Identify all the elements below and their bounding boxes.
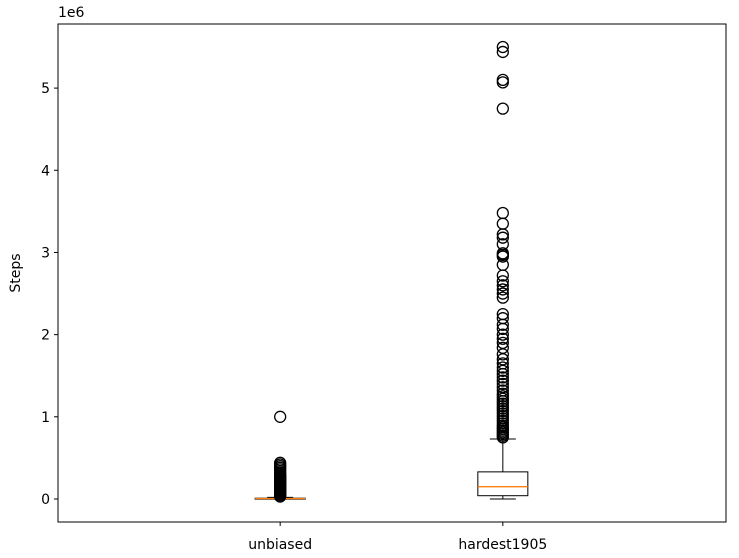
box-series <box>254 40 529 503</box>
flier-point <box>274 490 287 503</box>
flier-point <box>496 40 509 54</box>
flier-point <box>496 217 509 230</box>
flier-point <box>496 328 509 341</box>
box-iqr <box>477 471 529 497</box>
y-scale-label: 1e6 <box>58 5 85 21</box>
flier-point <box>496 279 509 292</box>
flier-point <box>496 228 509 241</box>
box-hardest1905 <box>477 40 529 500</box>
y-tick-label: 4 <box>41 163 50 179</box>
x-tick-label: hardest1905 <box>458 537 547 553</box>
flier-point <box>496 275 509 288</box>
y-tick-label: 0 <box>41 492 50 508</box>
flier-point <box>496 377 509 391</box>
flier-point <box>496 250 509 263</box>
flier-point <box>274 410 287 423</box>
flier-point <box>496 73 509 87</box>
flier-point <box>496 361 509 374</box>
y-tick-label: 1 <box>41 410 50 426</box>
flier-point <box>496 371 509 384</box>
flier-point <box>496 206 509 220</box>
y-axis: 0 1 2 3 4 5 <box>41 81 58 508</box>
flier-point <box>496 269 509 282</box>
y-tick-label: 5 <box>41 81 50 97</box>
flier-point <box>496 287 509 300</box>
y-tick-label: 2 <box>41 328 50 344</box>
flier-point <box>496 45 509 59</box>
flier-point <box>496 322 509 336</box>
y-axis-title: Steps <box>8 253 24 292</box>
plot-area <box>57 23 727 523</box>
flier-point <box>496 76 509 89</box>
box-unbiased <box>254 410 306 503</box>
x-axis: unbiased hardest1905 <box>248 522 547 553</box>
flier-point <box>496 231 509 244</box>
flier-point <box>496 367 509 381</box>
flier-point <box>496 364 509 377</box>
flier-point <box>496 348 509 361</box>
y-tick-label: 3 <box>41 245 50 261</box>
flier-point <box>496 102 509 115</box>
flier-point <box>496 431 509 444</box>
flier-point <box>496 318 509 331</box>
flier-point <box>496 332 509 345</box>
flier-point <box>496 283 509 296</box>
flier-point <box>496 291 509 304</box>
x-tick-label: unbiased <box>248 537 312 553</box>
flier-point <box>496 374 509 387</box>
